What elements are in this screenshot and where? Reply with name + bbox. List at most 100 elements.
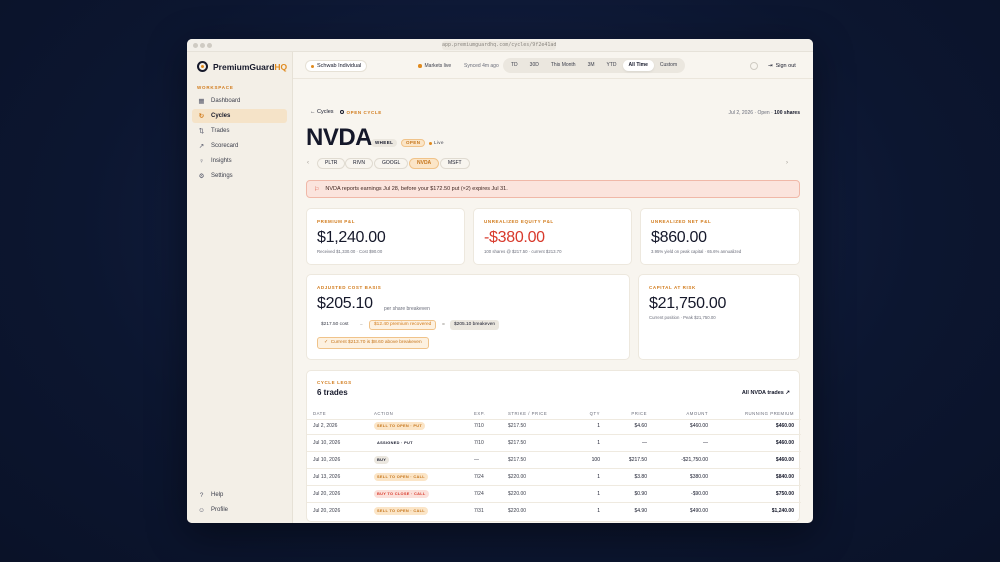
cell-date: Jul 2, 2026 — [313, 423, 338, 429]
action-badge: SELL TO OPEN · CALL — [374, 473, 428, 481]
minus-sign: − — [360, 322, 363, 328]
row-divider — [307, 502, 801, 503]
cell-amount: $490.00 — [689, 508, 708, 514]
all-trades-link[interactable]: All NVDA trades ↗ — [741, 390, 790, 396]
theme-toggle-icon[interactable] — [750, 62, 758, 70]
cell-strike: $217.50 — [508, 423, 527, 429]
tab-nvda[interactable]: NVDA — [409, 158, 440, 169]
sidebar-item-settings[interactable]: ⚙ Settings — [192, 169, 287, 183]
sign-out-icon: ⇥ — [768, 63, 773, 69]
sidebar: PremiumGuardHQ WORKSPACE ▦ Dashboard ↻ C… — [187, 52, 293, 523]
cell-qty: 1 — [597, 508, 600, 514]
cell-running: $840.00 — [775, 474, 794, 480]
cycle-status: OPEN CYCLE — [339, 110, 382, 115]
top-bar: Schwab Individual Markets live Synced 4m… — [293, 52, 813, 79]
period-30d[interactable]: 30D — [529, 62, 539, 68]
col-amount: AMOUNT — [686, 411, 708, 416]
url-bar[interactable]: app.premiumguardhq.com/cycles/9f2e41ad — [442, 41, 557, 50]
gear-icon: ⚙ — [198, 173, 205, 180]
sidebar-item-dashboard[interactable]: ▦ Dashboard — [192, 94, 287, 108]
sidebar-item-label: Cycles — [211, 113, 231, 119]
live-badge: Live — [429, 139, 444, 147]
account-name: Schwab Individual — [317, 63, 362, 69]
chevron-left-icon[interactable]: ‹ — [307, 160, 309, 166]
help-icon: ? — [199, 491, 204, 499]
col-qty: QTY — [589, 411, 600, 416]
status-ring-icon — [339, 110, 344, 114]
app-window: app.premiumguardhq.com/cycles/9f2e41ad P… — [187, 39, 813, 523]
cell-running: $460.00 — [775, 457, 794, 463]
cell-running: $460.00 — [775, 423, 794, 429]
sidebar-item-scorecard[interactable]: ↗ Scorecard — [192, 139, 287, 153]
unrealized-equity-card: UNREALIZED EQUITY P&L -$380.00 100 share… — [473, 208, 632, 265]
cell-price: $217.50 — [628, 457, 647, 463]
cell-exp: 7/10 — [474, 440, 484, 446]
card-sub: 3.95% yield on peak capital · 65.6% annu… — [651, 249, 742, 254]
account-selector[interactable]: Schwab Individual — [305, 60, 368, 72]
sidebar-item-help[interactable]: ? Help — [192, 488, 287, 502]
main-content: Schwab Individual Markets live Synced 4m… — [293, 52, 813, 523]
back-to-cycles-link[interactable]: ← Cycles — [310, 109, 334, 115]
cell-price: $4.90 — [634, 508, 647, 514]
sidebar-item-label: Profile — [211, 507, 229, 513]
cell-price: $4.60 — [634, 423, 647, 429]
browser-chrome: app.premiumguardhq.com/cycles/9f2e41ad — [187, 39, 813, 52]
strategy-badge: WHEEL — [371, 139, 398, 147]
period-all-time[interactable]: All Time — [622, 60, 654, 71]
chevron-right-icon[interactable]: › — [786, 160, 788, 166]
cell-date: Jul 13, 2026 — [313, 474, 341, 480]
sidebar-item-profile[interactable]: ☺ Profile — [192, 503, 287, 517]
cell-amount: -$90.00 — [691, 491, 708, 497]
window-zoom-dot[interactable] — [207, 43, 212, 48]
cell-date: Jul 10, 2026 — [313, 440, 341, 446]
cell-exp: 7/31 — [474, 508, 484, 514]
period-this-month[interactable]: This Month — [550, 62, 576, 68]
card-value: $1,240.00 — [317, 229, 386, 246]
legs-label: CYCLE LEGS — [317, 380, 352, 385]
tab-msft[interactable]: MSFT — [440, 158, 470, 169]
row-divider — [307, 468, 801, 469]
check-icon: ✓ — [324, 340, 329, 345]
card-label: ADJUSTED COST BASIS — [317, 285, 382, 290]
card-sub: Current position · Peak $21,750.00 — [649, 315, 716, 320]
cost-chip: $217.50 cost — [321, 322, 349, 327]
action-badge: BUY TO CLOSE · CALL — [374, 490, 429, 498]
tab-googl[interactable]: GOOGL — [374, 158, 409, 169]
card-sub: Received $1,330.00 · Cost $90.00 — [317, 249, 383, 254]
app-logo[interactable]: PremiumGuardHQ — [197, 61, 287, 72]
earnings-alert: ⚐ NVDA reports earnings Jul 28, before y… — [306, 180, 800, 198]
period-custom[interactable]: Custom — [659, 62, 678, 68]
card-label: UNREALIZED EQUITY P&L — [484, 219, 554, 224]
period-3m[interactable]: 3M — [587, 62, 595, 68]
sign-out-label: Sign out — [775, 63, 796, 69]
cell-price: $3.80 — [634, 474, 647, 480]
cell-qty: 1 — [597, 474, 600, 480]
cell-amount: $460.00 — [689, 423, 708, 429]
cell-running: $460.00 — [775, 440, 794, 446]
cell-price: $0.90 — [634, 491, 647, 497]
sidebar-item-label: Scorecard — [211, 143, 239, 149]
period-ytd[interactable]: YTD — [606, 62, 617, 68]
cell-strike: $220.00 — [508, 474, 527, 480]
market-status-text: Markets live — [424, 63, 452, 69]
sidebar-item-trades[interactable]: ⇅ Trades — [192, 124, 287, 138]
tab-pltr[interactable]: PLTR — [317, 158, 346, 169]
sign-out-button[interactable]: ⇥ Sign out — [768, 63, 796, 69]
sidebar-item-cycles[interactable]: ↻ Cycles — [192, 109, 287, 123]
sidebar-item-insights[interactable]: ♀ Insights — [192, 154, 287, 168]
cell-amount: $380.00 — [689, 474, 708, 480]
state-badge: OPEN — [401, 139, 426, 147]
capital-at-risk-card: CAPITAL AT RISK $21,750.00 Current posit… — [638, 274, 800, 360]
action-badge: ASSIGNED · PUT — [377, 440, 413, 445]
tab-rivn[interactable]: RIVN — [345, 158, 373, 169]
cell-exp: — — [474, 457, 479, 463]
breakeven-chip: $205.10 breakeven — [450, 320, 500, 330]
cell-date: Jul 20, 2026 — [313, 491, 341, 497]
cell-amount: -$21,750.00 — [681, 457, 708, 463]
period-td[interactable]: TD — [511, 62, 518, 68]
period-selector: TD 30D This Month 3M YTD All Time Custom — [503, 58, 686, 73]
equals-sign: = — [442, 322, 445, 328]
window-minimize-dot[interactable] — [200, 43, 205, 48]
col-date: DATE — [313, 411, 327, 416]
window-close-dot[interactable] — [193, 43, 198, 48]
